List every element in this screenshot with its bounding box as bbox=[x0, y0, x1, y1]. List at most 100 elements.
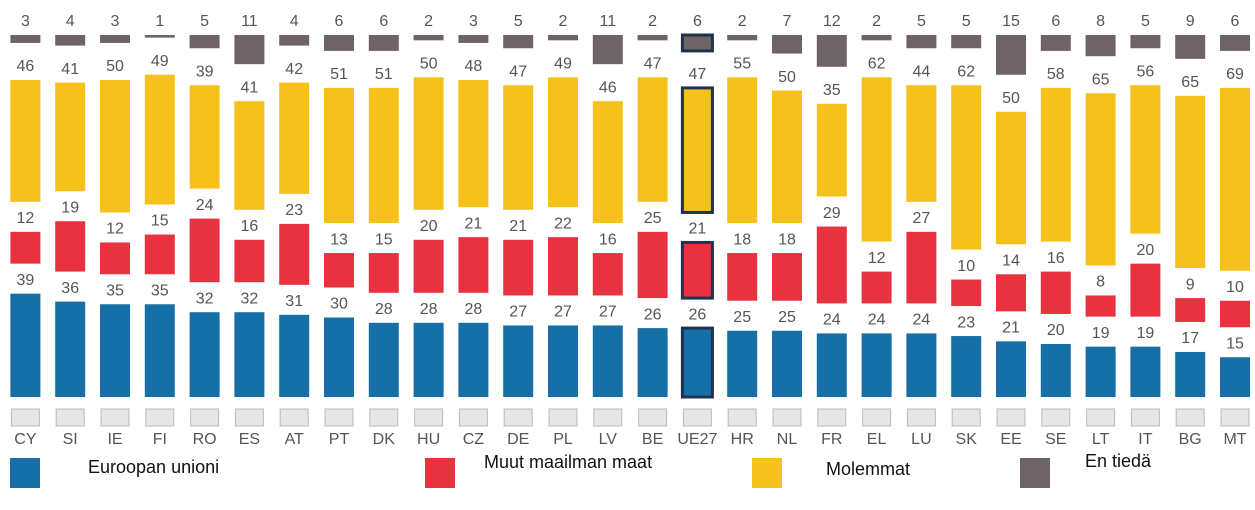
value-label: 41 bbox=[241, 79, 259, 96]
x-tick-label: EL bbox=[867, 431, 887, 448]
value-label: 25 bbox=[733, 309, 751, 326]
bar-segment bbox=[1220, 87, 1250, 271]
bar-segment bbox=[996, 111, 1026, 245]
bar-segment bbox=[503, 35, 534, 49]
value-label: 30 bbox=[330, 296, 348, 313]
bar-segment bbox=[727, 330, 758, 397]
bar-segment bbox=[279, 314, 310, 397]
value-label: 18 bbox=[778, 231, 796, 248]
value-label: 27 bbox=[509, 304, 527, 321]
flag bbox=[682, 408, 712, 427]
legend-label: Muut maailman maat bbox=[484, 452, 652, 472]
bar-segment bbox=[1175, 298, 1206, 322]
bar-segment bbox=[100, 242, 130, 275]
bar-segment bbox=[368, 87, 399, 224]
bar-segment bbox=[906, 333, 937, 397]
x-tick-label: CZ bbox=[463, 431, 485, 448]
x-tick-label: LT bbox=[1092, 431, 1110, 448]
value-label: 46 bbox=[17, 58, 35, 75]
bar-segment bbox=[637, 35, 668, 41]
value-label: 56 bbox=[1137, 63, 1155, 80]
value-label: 62 bbox=[868, 56, 886, 73]
bar-segment bbox=[1040, 344, 1071, 397]
value-label: 6 bbox=[335, 13, 344, 30]
bar-segment bbox=[772, 35, 802, 54]
value-label: 21 bbox=[689, 221, 707, 238]
bar-segment bbox=[324, 35, 354, 51]
x-tick-label: DE bbox=[507, 431, 529, 448]
value-label: 47 bbox=[509, 63, 527, 80]
value-label: 36 bbox=[61, 280, 79, 297]
value-label: 21 bbox=[465, 215, 483, 232]
bar-segment bbox=[279, 82, 310, 194]
value-label: 48 bbox=[465, 58, 483, 75]
value-label: 32 bbox=[196, 290, 214, 307]
bar-segment bbox=[637, 231, 668, 299]
x-tick-label: IE bbox=[107, 431, 122, 448]
value-label: 6 bbox=[1231, 13, 1240, 30]
value-label: 46 bbox=[599, 79, 617, 96]
bar-segment bbox=[1085, 35, 1116, 57]
value-label: 15 bbox=[1002, 13, 1020, 30]
bar-segment bbox=[772, 90, 802, 224]
bar-segment bbox=[279, 223, 310, 285]
bar-segment bbox=[1220, 35, 1250, 51]
value-label: 1 bbox=[155, 13, 164, 30]
value-label: 8 bbox=[1096, 274, 1105, 291]
legend-swatch bbox=[1020, 458, 1050, 488]
value-label: 41 bbox=[61, 61, 79, 78]
value-label: 6 bbox=[1051, 13, 1060, 30]
flag bbox=[638, 408, 668, 427]
bar-segment bbox=[55, 301, 86, 397]
flag bbox=[10, 408, 40, 427]
value-label: 20 bbox=[1047, 322, 1065, 339]
x-tick-label: FR bbox=[821, 431, 842, 448]
value-label: 3 bbox=[111, 13, 120, 30]
bar-segment bbox=[637, 328, 668, 397]
x-tick-label: DK bbox=[373, 431, 396, 448]
legend-label: Euroopan unioni bbox=[88, 457, 219, 477]
value-label: 6 bbox=[693, 13, 702, 30]
value-label: 39 bbox=[196, 63, 214, 80]
value-label: 12 bbox=[106, 221, 124, 238]
bar-segment bbox=[189, 35, 220, 49]
bar-segment bbox=[189, 218, 220, 283]
value-label: 10 bbox=[957, 258, 975, 275]
bar-segment bbox=[592, 35, 623, 65]
value-label: 29 bbox=[823, 205, 841, 222]
value-label: 28 bbox=[420, 301, 438, 318]
value-label: 5 bbox=[962, 13, 971, 30]
bar-segment bbox=[100, 79, 130, 213]
bar-segment bbox=[10, 231, 41, 264]
value-label: 51 bbox=[375, 66, 393, 83]
value-label: 15 bbox=[1226, 335, 1244, 352]
bar-segment bbox=[458, 237, 489, 293]
flag bbox=[817, 408, 847, 427]
bar-segment bbox=[1085, 346, 1116, 397]
value-label: 6 bbox=[379, 13, 388, 30]
value-label: 13 bbox=[330, 231, 348, 248]
flag bbox=[145, 408, 175, 427]
bar-segment bbox=[503, 325, 534, 397]
value-label: 16 bbox=[1047, 250, 1065, 267]
bar-segment bbox=[772, 253, 802, 301]
value-label: 5 bbox=[917, 13, 926, 30]
bar-segment bbox=[1130, 263, 1161, 317]
bar-segment bbox=[10, 35, 41, 43]
value-label: 24 bbox=[196, 197, 214, 214]
bar-segment bbox=[324, 253, 354, 288]
bar-segment bbox=[368, 253, 399, 293]
value-label: 31 bbox=[285, 293, 303, 310]
flag bbox=[996, 408, 1026, 427]
bar-segment bbox=[951, 336, 982, 397]
value-label: 47 bbox=[689, 66, 707, 83]
value-label: 2 bbox=[424, 13, 433, 30]
flag bbox=[951, 408, 981, 427]
flag bbox=[772, 408, 802, 427]
value-label: 18 bbox=[733, 231, 751, 248]
bar-segment bbox=[906, 85, 937, 202]
value-label: 25 bbox=[644, 210, 662, 227]
value-label: 16 bbox=[241, 218, 259, 235]
x-tick-label: FI bbox=[153, 431, 167, 448]
bar-segment bbox=[996, 341, 1026, 397]
